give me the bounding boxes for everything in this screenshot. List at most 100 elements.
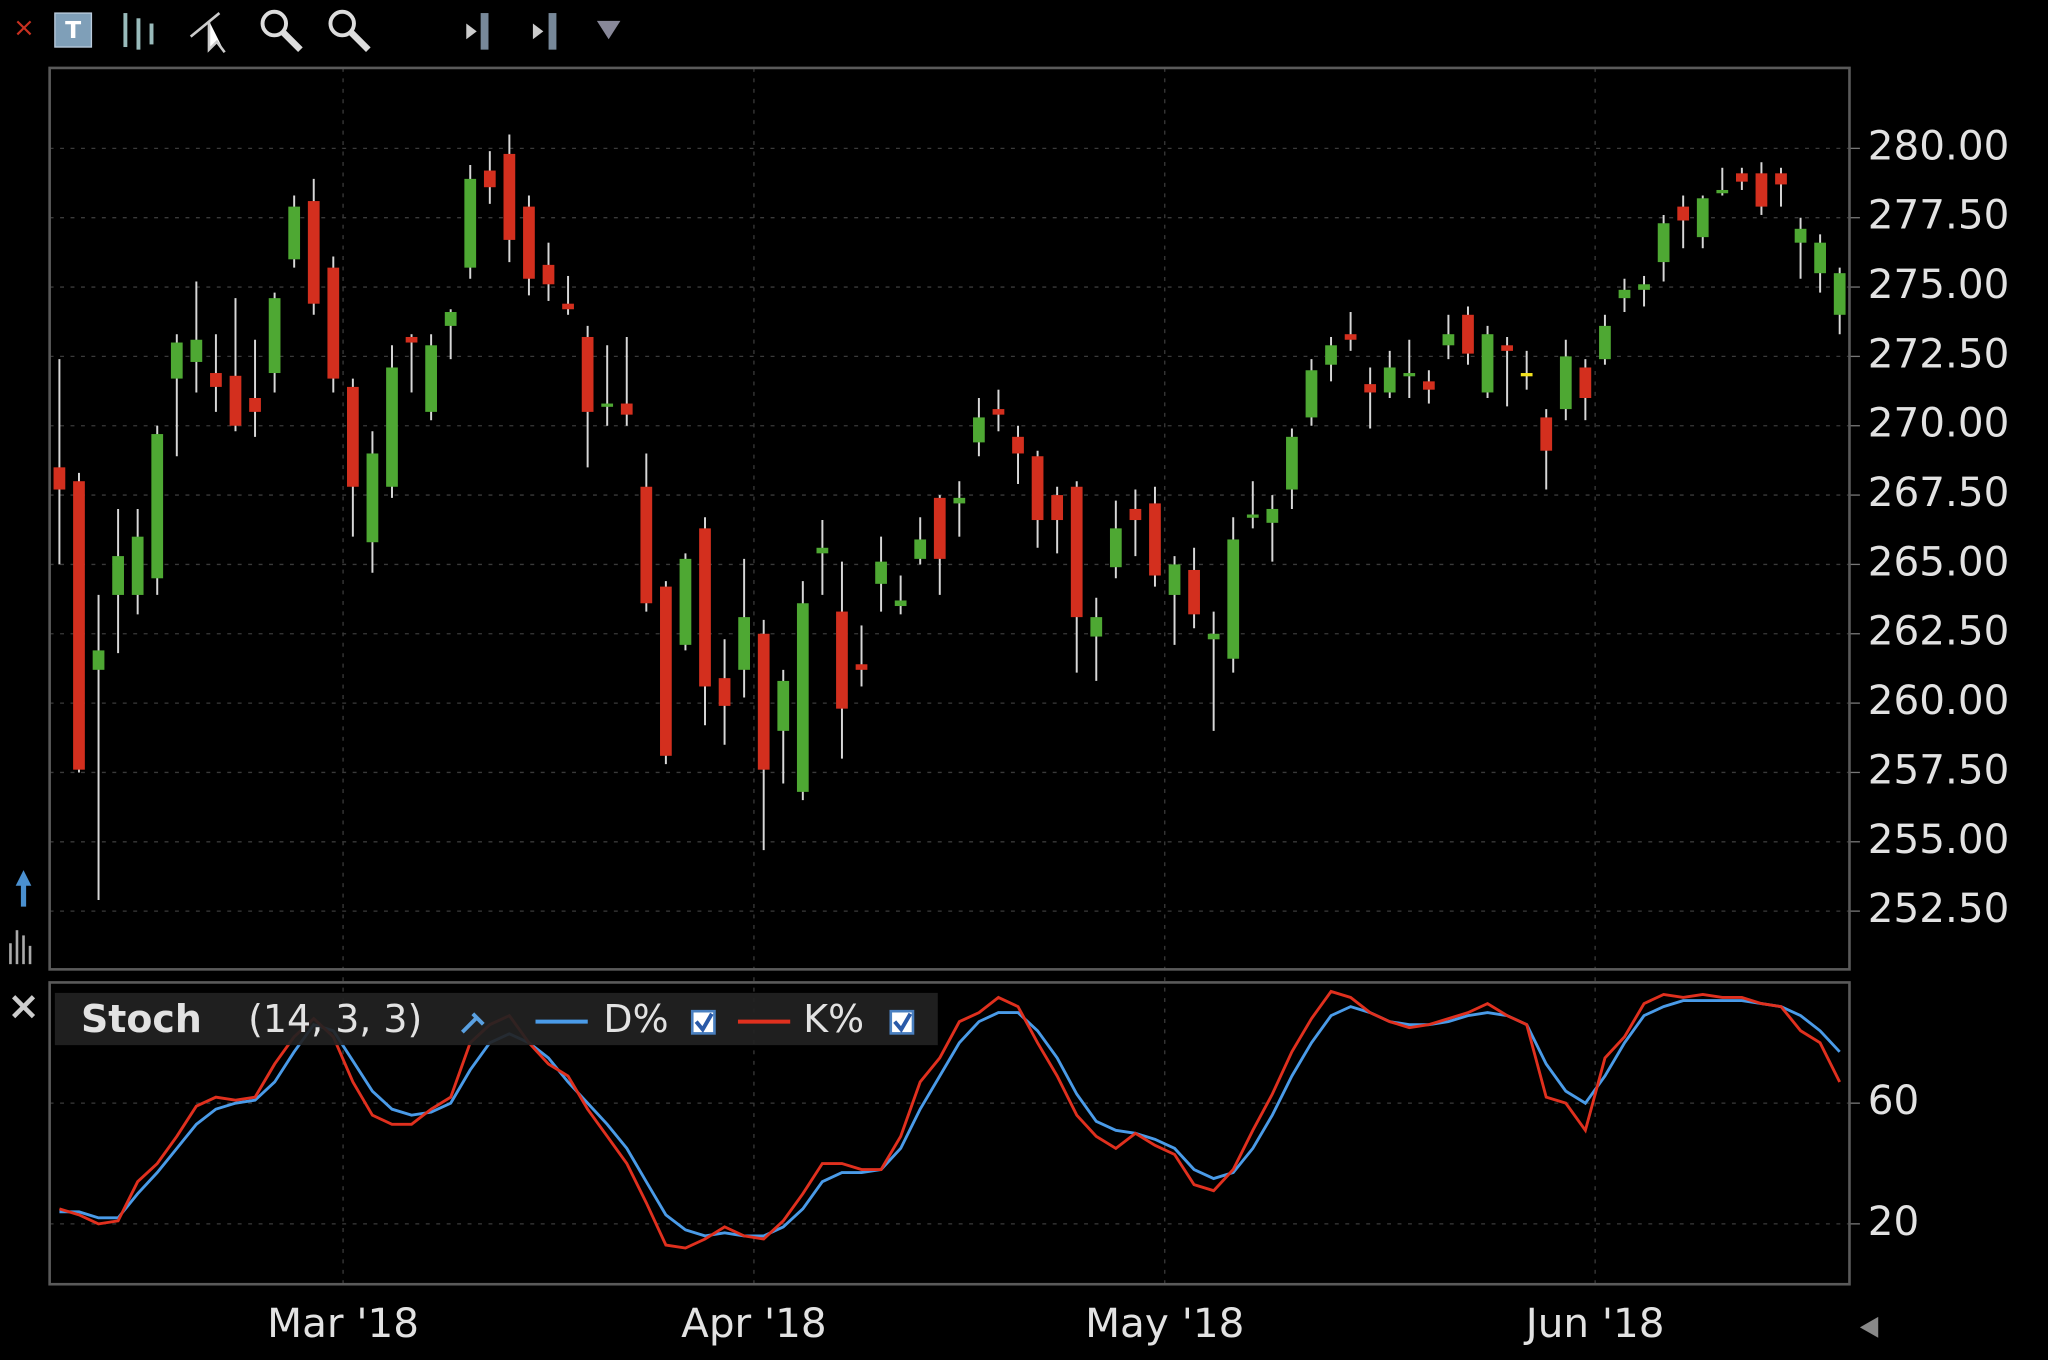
candle-body xyxy=(1227,539,1240,659)
scroll-end[interactable] xyxy=(1859,1316,1879,1338)
candle-body xyxy=(640,486,653,604)
candle-body xyxy=(679,558,692,645)
text-tool-glyph: T xyxy=(65,16,81,44)
candle-body xyxy=(1520,373,1533,377)
candle-body xyxy=(953,497,966,504)
candle-body xyxy=(1638,284,1650,290)
candle-body xyxy=(1403,373,1416,377)
legend-label: K% xyxy=(803,997,864,1041)
candle-body xyxy=(796,603,809,792)
candle-body xyxy=(1246,514,1259,518)
candle-body xyxy=(1422,381,1435,390)
candle-body xyxy=(425,345,437,412)
price-panel-frame xyxy=(48,66,1851,971)
candle-body xyxy=(503,153,516,240)
candle-body xyxy=(444,312,457,326)
scroll-right[interactable] xyxy=(532,13,557,50)
candle-body xyxy=(210,373,222,387)
candle-body xyxy=(581,336,594,412)
candle-body xyxy=(973,417,985,443)
candle-body xyxy=(1599,325,1611,360)
dropdown[interactable] xyxy=(596,20,621,40)
remove-indicator[interactable]: × xyxy=(7,984,40,1029)
x-tick-label: May '18 xyxy=(1085,1299,1244,1347)
y-tick-label: 260.00 xyxy=(1868,676,2010,724)
candle-body xyxy=(1149,503,1161,576)
candle-body xyxy=(151,434,164,579)
candle-body xyxy=(1364,384,1377,393)
zoom-in[interactable] xyxy=(260,9,303,52)
candle-body xyxy=(855,664,868,670)
candle-body xyxy=(288,206,301,260)
candle-body xyxy=(1716,189,1729,194)
plot-layer: Mar '18 Apr '18 May '18 Jun '18 252.50 255.00… xyxy=(49,67,2010,1347)
candle-body xyxy=(1305,370,1318,418)
candle-body xyxy=(1481,334,1494,393)
candle-body xyxy=(346,386,359,487)
candle-body xyxy=(464,178,477,268)
y-tick-label: 267.50 xyxy=(1868,468,2010,516)
candle-body xyxy=(366,453,379,543)
candle-body xyxy=(523,206,535,279)
candle-body xyxy=(1129,508,1142,521)
text-tool[interactable] xyxy=(54,12,93,48)
candle-body xyxy=(170,342,183,379)
candle-body xyxy=(1794,228,1807,243)
bar-tool[interactable] xyxy=(123,13,154,50)
candle-body xyxy=(757,633,770,770)
candle-body xyxy=(307,201,320,304)
candle-body xyxy=(660,586,672,756)
candle-body xyxy=(620,403,633,415)
candle-body xyxy=(699,528,711,687)
scroll-left[interactable] xyxy=(466,13,489,50)
stoch-panel-frame xyxy=(48,981,1851,1286)
stoch-legend: Stoch (14, 3, 3) D% K% xyxy=(54,992,938,1046)
candle-body xyxy=(1168,564,1181,595)
candle-body xyxy=(816,547,829,554)
y-tick-label: 20 xyxy=(1868,1197,1920,1245)
candle-body xyxy=(1090,617,1103,637)
candle-body xyxy=(1442,334,1455,346)
candle-body xyxy=(1579,367,1592,399)
candle-body xyxy=(1775,173,1787,185)
candle-body xyxy=(836,611,848,709)
candle-body xyxy=(1266,508,1279,523)
candle-body xyxy=(190,339,203,362)
zoom-out[interactable] xyxy=(328,9,371,52)
candle-body xyxy=(112,556,124,595)
candle-body xyxy=(777,680,790,731)
candle-body xyxy=(1833,273,1846,315)
candle-body xyxy=(914,539,927,559)
candle-body xyxy=(1696,198,1709,238)
candle-body xyxy=(1559,356,1572,410)
close-icon[interactable]: × xyxy=(13,13,35,43)
y-tick-label: 252.50 xyxy=(1868,884,2010,932)
x-tick-label: Mar '18 xyxy=(267,1299,419,1347)
candle-body xyxy=(92,650,105,670)
candle-body xyxy=(268,298,281,374)
settings-icon[interactable] xyxy=(460,1012,485,1034)
candle-body xyxy=(542,264,555,285)
candle-body xyxy=(249,398,261,412)
y-tick-label: 265.00 xyxy=(1868,537,2010,585)
x-tick-label: Apr '18 xyxy=(681,1299,827,1347)
checkmark xyxy=(694,1012,714,1033)
candle-body xyxy=(875,561,887,584)
candle-body xyxy=(1814,242,1826,274)
y-tick-label: 280.00 xyxy=(1868,121,2010,169)
candle-body xyxy=(992,409,1005,415)
candle-body xyxy=(738,617,751,670)
candle-body xyxy=(601,403,614,407)
indicator-title: Stoch xyxy=(81,997,202,1041)
candle-body xyxy=(933,497,946,559)
candle-body xyxy=(229,375,242,426)
checkmark xyxy=(893,1012,913,1033)
x-tick-label: Jun '18 xyxy=(1523,1299,1665,1347)
candle-body xyxy=(1501,345,1513,351)
draw-tool[interactable] xyxy=(189,12,226,54)
candle-body xyxy=(1755,173,1768,207)
side-tools[interactable] xyxy=(9,870,32,965)
candle-body xyxy=(1618,289,1631,299)
stoch-line xyxy=(59,989,1841,1250)
